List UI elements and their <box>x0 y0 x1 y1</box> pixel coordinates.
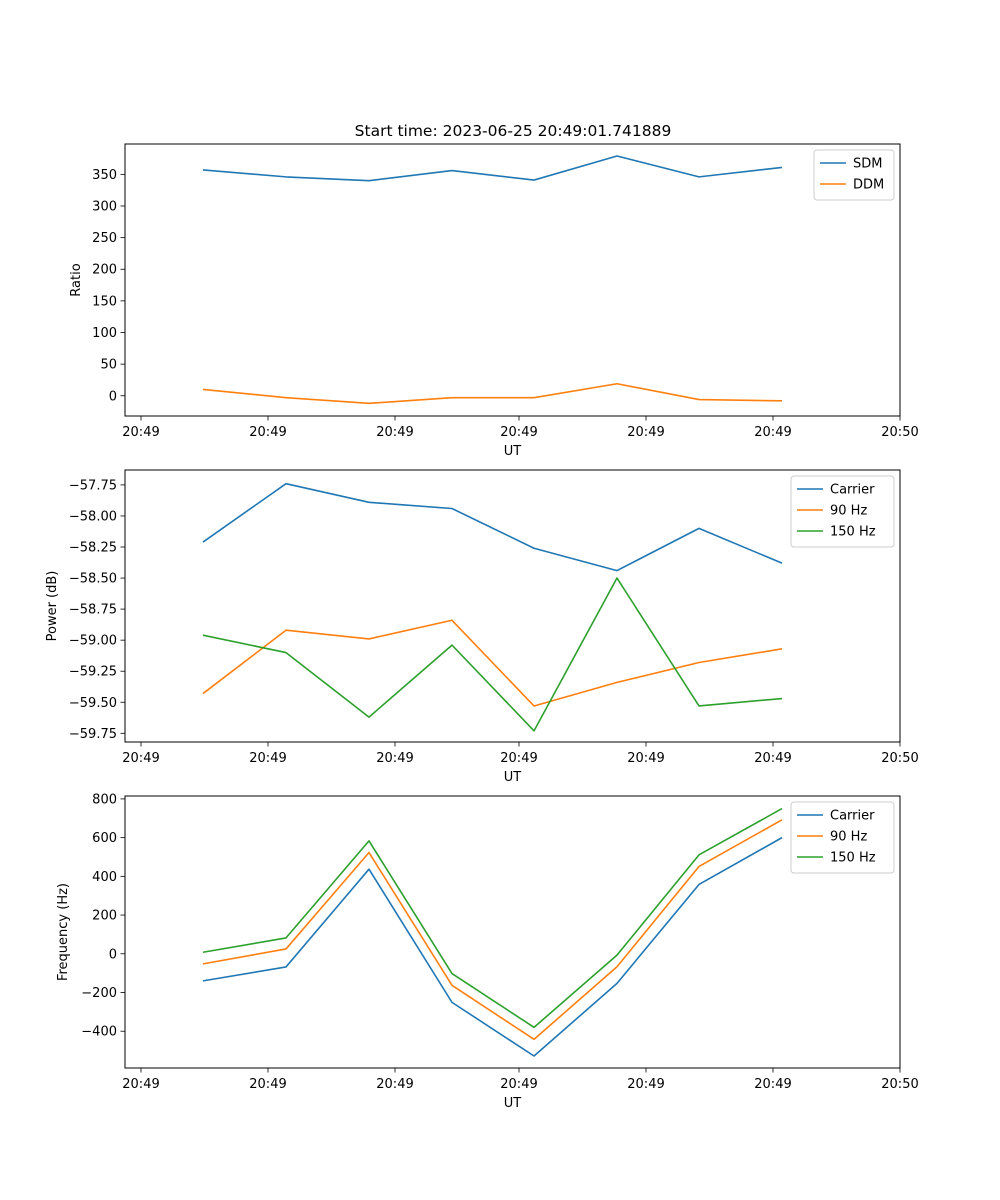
series-line-2-2 <box>202 619 783 707</box>
plot-panel-3: −400 −200 0 200 400 600 800 20:49 20:49 20:49 20:4… <box>56 792 919 1111</box>
y-tick-label: −59.25 <box>69 665 117 680</box>
y-tick-label: −200 <box>81 986 117 1001</box>
y-axis-label: Frequency (Hz) <box>56 883 71 981</box>
y-tick-label: −59.00 <box>69 634 117 649</box>
legend-entry: DDM <box>853 178 884 193</box>
plot-panel-1: 0 50 100 150 200 250 300 350 20:49 20:49 20:49 20:4… <box>69 143 919 459</box>
y-tick-label: −58.25 <box>69 541 117 556</box>
y-tick-label: 400 <box>92 870 117 885</box>
x-tick-label: 20:49 <box>249 425 286 440</box>
x-axis-label: UT <box>504 1096 522 1111</box>
legend-entry: Carrier <box>830 483 875 498</box>
x-tick-label: 20:50 <box>881 425 918 440</box>
series-line-3-1 <box>202 836 783 1057</box>
legend-box <box>790 801 895 874</box>
legend-entry: SDM <box>853 157 882 172</box>
y-tick-label: −59.75 <box>69 727 117 742</box>
plot-frame <box>124 143 901 417</box>
series-line-2-3 <box>202 577 783 732</box>
x-tick-label: 20:49 <box>376 751 413 766</box>
x-tick-label: 20:49 <box>500 425 537 440</box>
series-line-1-2 <box>202 382 783 405</box>
y-tick-label: 600 <box>92 831 117 846</box>
y-tick-label: 0 <box>109 947 117 962</box>
legend-entry: 150 Hz <box>830 851 876 866</box>
x-tick-label: 20:49 <box>376 425 413 440</box>
x-tick-label: 20:50 <box>881 751 918 766</box>
x-tick-label: 20:49 <box>500 1077 537 1092</box>
y-tick-label: 350 <box>92 168 117 183</box>
y-axis-label: Ratio <box>69 263 84 296</box>
series-line-1-1 <box>202 155 783 182</box>
x-tick-label: 20:49 <box>627 751 664 766</box>
legend-entry: 90 Hz <box>830 830 867 845</box>
y-tick-label: 50 <box>100 358 117 373</box>
x-tick-label: 20:49 <box>249 751 286 766</box>
x-tick-label: 20:49 <box>627 1077 664 1092</box>
figure-title: Start time: 2023-06-25 20:49:01.741889 <box>355 122 672 140</box>
series-line-2-1 <box>202 482 783 572</box>
y-axis-label: Power (dB) <box>45 571 60 642</box>
x-tick-label: 20:49 <box>249 1077 286 1092</box>
legend: Carrier 90 Hz 150 Hz <box>790 475 895 548</box>
x-axis-label: UT <box>504 444 522 459</box>
plot-frame <box>124 795 901 1069</box>
y-tick-label: 200 <box>92 263 117 278</box>
legend-entry: 150 Hz <box>830 525 876 540</box>
y-tick-label: 800 <box>92 792 117 807</box>
y-tick-label: 200 <box>92 909 117 924</box>
x-tick-label: 20:49 <box>754 751 791 766</box>
x-tick-label: 20:49 <box>122 751 159 766</box>
legend-entry: 90 Hz <box>830 504 867 519</box>
y-tick-label: 150 <box>92 294 117 309</box>
y-tick-label: 250 <box>92 231 117 246</box>
y-tick-label: −58.75 <box>69 603 117 618</box>
y-tick-label: 0 <box>109 389 117 404</box>
x-tick-label: 20:49 <box>754 425 791 440</box>
plot-panel-2: −57.75 −58.00 −58.25 −58.50 −58.75 −59.00 −59.… <box>45 469 919 785</box>
series-line-3-3 <box>202 807 783 1029</box>
y-tick-label: −400 <box>81 1025 117 1040</box>
x-tick-label: 20:49 <box>376 1077 413 1092</box>
x-axis-label: UT <box>504 770 522 785</box>
legend-box <box>790 475 895 548</box>
y-tick-label: 100 <box>92 326 117 341</box>
series-line-3-2 <box>202 819 783 1041</box>
x-tick-label: 20:49 <box>754 1077 791 1092</box>
x-tick-label: 20:49 <box>122 425 159 440</box>
x-tick-label: 20:50 <box>881 1077 918 1092</box>
y-tick-label: −58.50 <box>69 572 117 587</box>
y-tick-label: −59.50 <box>69 696 117 711</box>
plot-frame <box>124 469 901 743</box>
y-tick-label: 300 <box>92 199 117 214</box>
legend: Carrier 90 Hz 150 Hz <box>790 801 895 874</box>
x-tick-label: 20:49 <box>500 751 537 766</box>
y-tick-label: −58.00 <box>69 509 117 524</box>
legend: SDM DDM <box>813 149 895 201</box>
legend-entry: Carrier <box>830 809 875 824</box>
x-tick-label: 20:49 <box>627 425 664 440</box>
y-tick-label: −57.75 <box>69 478 117 493</box>
x-tick-label: 20:49 <box>122 1077 159 1092</box>
